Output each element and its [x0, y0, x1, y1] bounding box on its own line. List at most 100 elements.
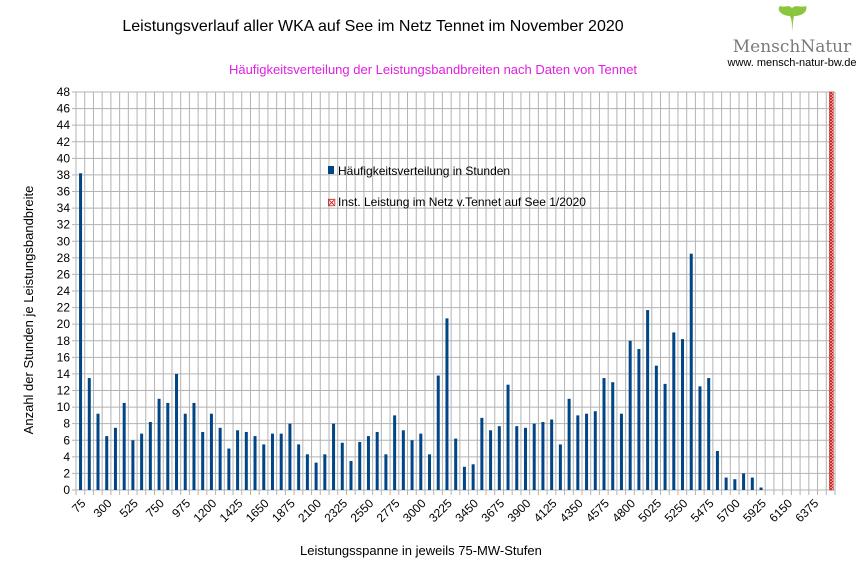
ginkgo-leaf-icon — [778, 6, 807, 32]
bar — [663, 383, 667, 490]
y-tick-label: 24 — [57, 284, 71, 298]
y-tick-label: 40 — [57, 151, 71, 165]
bar — [628, 340, 632, 490]
bar — [384, 454, 388, 490]
bar — [297, 444, 301, 490]
bar — [541, 422, 545, 490]
x-tick-label: 1875 — [269, 496, 298, 525]
bar — [262, 444, 266, 490]
chart-title: Leistungsverlauf aller WKA auf See im Ne… — [122, 18, 624, 35]
bar — [654, 365, 658, 490]
bar — [724, 477, 728, 490]
bar — [332, 423, 336, 490]
bar — [698, 386, 702, 490]
bar — [366, 436, 370, 490]
y-tick-label: 42 — [57, 135, 71, 149]
x-tick-label: 3000 — [400, 496, 429, 525]
y-tick-label: 18 — [57, 334, 71, 348]
bar — [419, 433, 423, 490]
bar — [140, 433, 144, 490]
x-tick-label: 4800 — [609, 496, 638, 525]
x-tick-label: 975 — [169, 496, 193, 520]
x-tick-label: 2550 — [348, 496, 377, 525]
y-tick-label: 22 — [57, 301, 71, 315]
x-tick-label: 6375 — [793, 496, 822, 525]
bar — [471, 464, 475, 490]
bar — [253, 436, 257, 490]
bar — [759, 487, 763, 490]
bar — [96, 413, 100, 490]
bar — [480, 417, 484, 490]
x-tick-label: 1200 — [191, 496, 220, 525]
y-tick-label: 8 — [63, 417, 70, 431]
x-tick-label: 3675 — [478, 496, 507, 525]
bar — [550, 419, 554, 490]
y-tick-label: 30 — [57, 234, 71, 248]
bar — [192, 402, 196, 490]
bar — [558, 444, 562, 490]
y-tick-label: 46 — [57, 102, 71, 116]
bar — [515, 426, 519, 490]
bar — [166, 402, 170, 490]
y-tick-label: 16 — [57, 350, 71, 364]
y-tick-label: 14 — [57, 367, 71, 381]
x-tick-label: 5250 — [662, 496, 691, 525]
bar — [122, 402, 126, 490]
x-tick-label: 75 — [69, 496, 89, 516]
legend-swatch-frequency — [328, 166, 334, 174]
bar — [358, 441, 362, 490]
x-axis-label: Leistungsspanne in jeweils 75-MW-Stufen — [300, 543, 542, 558]
bar — [79, 173, 83, 490]
y-tick-label: 4 — [63, 450, 70, 464]
y-tick-label: 48 — [57, 85, 71, 99]
y-tick-label: 0 — [63, 483, 70, 497]
bar — [105, 436, 109, 490]
capacity-bar — [829, 91, 834, 491]
y-tick-label: 10 — [57, 400, 71, 414]
x-tick-label: 4575 — [583, 496, 612, 525]
x-tick-label: 5700 — [714, 496, 743, 525]
bar — [637, 349, 641, 490]
bar — [410, 440, 414, 490]
y-tick-label: 44 — [57, 118, 71, 132]
y-tick-label: 6 — [63, 433, 70, 447]
bar — [323, 454, 327, 490]
x-tick-label: 3450 — [452, 496, 481, 525]
bar — [340, 442, 344, 490]
y-tick-label: 32 — [57, 218, 71, 232]
bar — [175, 373, 179, 490]
bar — [646, 310, 650, 490]
bar — [314, 462, 318, 490]
x-tick-label: 2775 — [374, 496, 403, 525]
bar — [113, 427, 117, 490]
bar — [201, 431, 205, 490]
x-tick-label: 750 — [143, 496, 167, 520]
x-tick-label: 300 — [91, 496, 115, 520]
bar — [236, 430, 240, 490]
y-tick-label: 2 — [63, 466, 70, 480]
bar — [183, 413, 187, 490]
bar — [428, 454, 432, 490]
x-tick-label: 4125 — [531, 496, 560, 525]
x-tick-label: 2100 — [295, 496, 324, 525]
bar — [523, 427, 527, 490]
legend-swatch-capacity: ⊠ — [327, 197, 336, 209]
bar — [462, 466, 466, 490]
bar — [288, 423, 292, 490]
bar — [506, 384, 510, 490]
bar — [497, 426, 501, 490]
y-tick-label: 38 — [57, 168, 71, 182]
y-tick-label: 12 — [57, 384, 71, 398]
x-tick-label: 6150 — [766, 496, 795, 525]
bar — [742, 473, 746, 490]
bar — [436, 375, 440, 490]
bar — [681, 339, 685, 490]
bar — [218, 427, 222, 490]
x-tick-label: 1425 — [217, 496, 246, 525]
y-tick-label: 28 — [57, 251, 71, 265]
bar — [567, 398, 571, 490]
bar — [593, 411, 597, 490]
y-tick-label: 36 — [57, 185, 71, 199]
x-tick-label: 525 — [117, 496, 141, 520]
bar — [489, 430, 493, 490]
